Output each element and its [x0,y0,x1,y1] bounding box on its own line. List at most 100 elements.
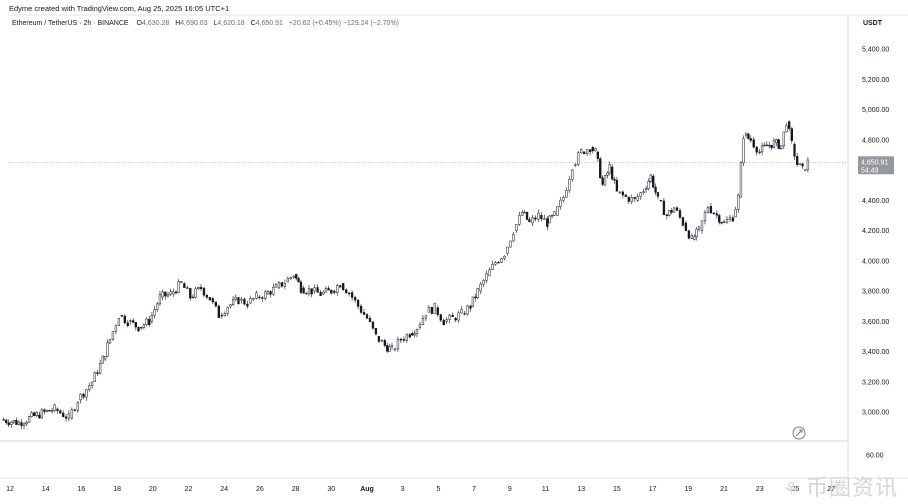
candle-up [485,273,488,281]
chart-attribution: Edyme created with TradingView.com, Aug … [9,4,230,13]
candle-down [659,200,663,202]
price-tick-label: 3,800.00 [862,289,889,296]
price-axis: 5,400.005,200.005,000.004,800.004,600.00… [862,47,889,460]
time-tick-label: 23 [756,486,764,493]
candle-up [690,235,694,239]
candle-up [697,226,701,230]
currency-label: USDT [862,20,882,27]
price-tick-label: 3,600.00 [862,319,889,326]
candle-up [53,404,56,411]
candle-up [518,215,521,225]
candle-up [45,409,49,412]
candle-up [806,159,810,171]
candle-up [556,206,559,216]
candle-up [22,423,26,426]
candle-up [559,199,562,207]
candle-down [474,296,477,299]
candle-up [543,218,546,220]
candle-up [266,291,270,295]
candle-up [396,338,400,350]
candle-up [324,288,328,293]
candle-up [706,207,710,213]
candle-down [402,339,406,341]
candle-up [523,211,526,214]
price-tick-label: 5,000.00 [862,107,889,114]
last-price-value: 4,650.91 [861,159,888,166]
candle-down [64,416,68,419]
candle-up [500,258,503,263]
candle-down [319,292,322,297]
candle-up [744,133,748,136]
candle-down [675,207,679,211]
candle-down [2,419,5,421]
candle-down [665,214,669,216]
candle-up [553,211,556,216]
candle-down [365,314,369,319]
candle-up [630,197,633,202]
time-tick-label: 7 [472,486,476,493]
candle-down [534,217,537,220]
candle-down [709,206,713,214]
candle-up [292,275,295,278]
candle-down [134,322,137,328]
time-tick-label: 19 [684,486,692,493]
candle-down [15,420,18,425]
candle-up [804,169,807,171]
candle-up [117,318,121,326]
candle-up [758,151,761,154]
symbol-title[interactable]: Ethereum / TetherUS · 2h · BINANCE [12,20,129,27]
candle-down [601,177,604,185]
candle-up [642,191,645,193]
time-tick-label: 3 [401,486,405,493]
candle-down [353,297,357,301]
candle-up [700,220,704,231]
candle-up [85,389,88,398]
time-tick-label: 20 [149,486,157,493]
candle-up [512,233,515,242]
candle-down [386,345,389,352]
candles [2,120,810,430]
candle-up [88,385,91,390]
candle-down [183,283,186,288]
candle-up [307,288,311,294]
candle-up [67,413,71,419]
candle-down [205,295,209,298]
candle-up [108,339,112,344]
candle-down [56,408,59,412]
candle-up [728,217,732,220]
candle-up [40,409,44,419]
candle-up [479,283,482,292]
last-price-badge [858,156,894,175]
candle-up [466,305,469,315]
candle-up [313,287,316,292]
candle-up [336,285,339,293]
candle-down [684,222,688,231]
candle-down [258,296,261,299]
close-value: 4,650.91 [255,20,283,27]
time-tick-label: 15 [613,486,621,493]
candle-up [111,331,115,340]
candle-down [451,314,454,317]
candle-down [302,287,305,294]
candle-up [161,291,164,298]
candle-down [670,210,673,213]
candle-down [439,314,442,321]
candle-up [30,412,33,417]
candle-down [96,372,99,374]
price-tick-label: 3,000.00 [862,410,889,417]
candle-down [243,298,246,305]
candle-down [174,291,178,294]
candle-down [656,192,660,197]
candle-up [695,228,698,238]
candle-down [280,282,284,287]
candle-up [574,164,577,166]
time-tick-label: 26 [256,486,264,493]
candle-up [114,325,118,332]
candle-up [785,125,788,133]
candle-down [48,409,51,412]
time-tick-label: 12 [6,486,14,493]
candle-down [20,422,23,426]
candle-up [93,372,96,382]
candle-up [763,144,766,147]
